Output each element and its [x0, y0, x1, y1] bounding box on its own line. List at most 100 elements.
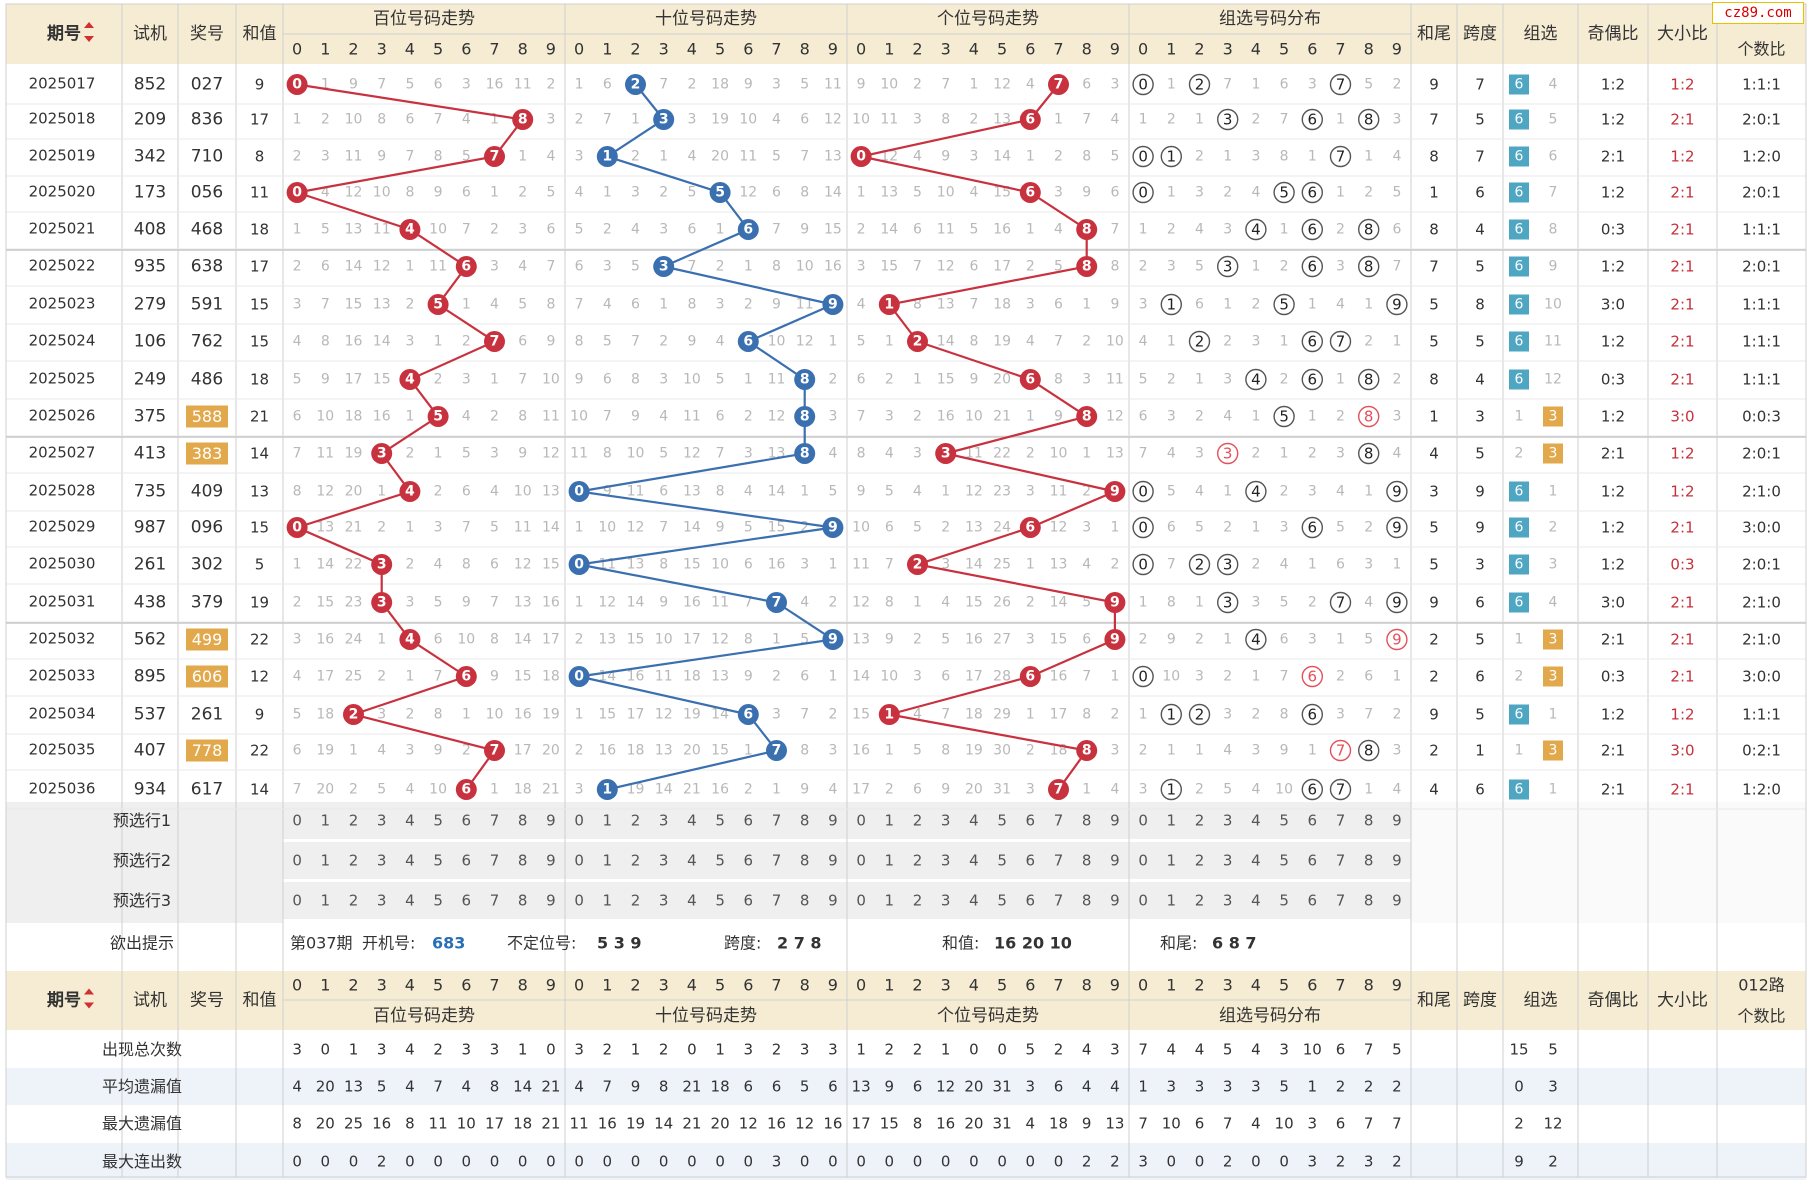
issue-cell: 2025031	[29, 593, 96, 611]
footer-header-zuxuan: 组选	[1524, 991, 1558, 1011]
trend-ball	[286, 517, 308, 538]
missing-value: 1	[1223, 484, 1232, 500]
lu-cell: 1:1:1	[1742, 76, 1781, 94]
missing-value: 5	[1280, 595, 1289, 611]
missing-value: 6	[659, 484, 668, 500]
trend-ball	[794, 406, 816, 427]
zuxuan-cell: 3	[1549, 669, 1558, 685]
footer-header-digit: 4	[687, 976, 697, 995]
header-digit: 2	[348, 40, 358, 59]
missing-value: 21	[683, 782, 701, 798]
group-digit: 7	[1336, 594, 1346, 612]
missing-value: 1	[293, 557, 302, 573]
missing-value: 4	[885, 446, 894, 462]
missing-value: 6	[716, 409, 725, 425]
missing-value: 10	[852, 112, 870, 128]
zuxuan-cell: 3	[1549, 557, 1558, 573]
hint-sum-value: 16 20 10	[994, 934, 1072, 953]
missing-value: 2	[941, 520, 950, 536]
missing-value: 1	[941, 484, 950, 500]
missing-value: 12	[796, 334, 814, 350]
span-cell: 5	[1475, 706, 1485, 724]
issue-cell: 2025035	[29, 741, 96, 759]
missing-value: 9	[434, 185, 443, 201]
missing-value: 7	[1364, 707, 1373, 723]
header-digit: 4	[687, 40, 697, 59]
group-digit-ring	[1357, 739, 1380, 762]
sum-cell: 17	[250, 258, 269, 276]
stat-value: 0	[405, 1153, 415, 1171]
stat-value: 0	[349, 1153, 359, 1171]
stat-value: 0	[1195, 1153, 1205, 1171]
missing-value: 4	[659, 409, 668, 425]
missing-value: 4	[941, 595, 950, 611]
missing-value: 11	[655, 669, 673, 685]
tail-cell: 5	[1429, 296, 1439, 314]
group-digit: 1	[1167, 706, 1177, 724]
missing-value: 1	[1195, 112, 1204, 128]
missing-value: 1	[603, 185, 612, 201]
missing-value: 12	[937, 259, 955, 275]
trend-ball	[1019, 109, 1041, 130]
missing-value: 7	[434, 112, 443, 128]
group-digit-ring	[1132, 553, 1154, 576]
stat-value: 0	[1167, 1153, 1177, 1171]
group-digit: 4	[1251, 371, 1261, 389]
lu-cell: 3:0:0	[1742, 519, 1781, 537]
stat-value: 6	[772, 1078, 782, 1096]
zuxuan-marker	[1509, 779, 1529, 800]
missing-value: 1	[1392, 669, 1401, 685]
group-digit-ring	[1245, 480, 1267, 503]
missing-value: 7	[434, 669, 443, 685]
missing-value: 3	[293, 297, 302, 313]
missing-value: 2	[1054, 149, 1063, 165]
preselect-digit: 0	[1138, 812, 1148, 830]
missing-value: 1	[1026, 409, 1035, 425]
trial-cell: 106	[134, 332, 166, 352]
sum-cell: 18	[250, 221, 269, 239]
footer-header-digit: 1	[884, 976, 894, 995]
stat-value: 0	[574, 1153, 584, 1171]
missing-value: 2	[1280, 372, 1289, 388]
missing-value: 4	[1223, 409, 1232, 425]
zuxuan-cell: 3	[1549, 446, 1558, 462]
preselect-digit: 8	[1364, 892, 1374, 910]
tail-cell: 7	[1429, 111, 1439, 129]
trend-ball	[371, 443, 393, 464]
stat-value: 0	[1279, 1153, 1289, 1171]
zuxuan-cell: 1	[1549, 782, 1558, 798]
missing-value: 7	[462, 222, 471, 238]
missing-value: 2	[1110, 557, 1119, 573]
zuxuan-cell: 3	[1549, 632, 1558, 648]
stat-value: 3	[800, 1041, 810, 1059]
trend-ball	[766, 740, 787, 761]
missing-value: 3	[1392, 743, 1401, 759]
trend-ball-label: 6	[461, 259, 471, 275]
missing-value: 19	[683, 707, 701, 723]
stat-value: 0	[603, 1153, 613, 1171]
stat-value: 0	[1026, 1153, 1036, 1171]
missing-value: 15	[627, 632, 645, 648]
preselect-digit: 7	[490, 852, 500, 870]
header-digit: 6	[461, 40, 471, 59]
stat-label: 出现总次数	[102, 1040, 182, 1059]
preselect-digit: 2	[913, 812, 923, 830]
trend-ball	[907, 554, 928, 575]
missing-value: 1	[828, 557, 837, 573]
stat-value: 4	[1026, 1115, 1036, 1133]
stat-value: 16	[767, 1115, 786, 1133]
header-digit: 8	[1364, 40, 1374, 59]
missing-value: 7	[800, 149, 809, 165]
missing-value: 7	[575, 297, 584, 313]
missing-value: 7	[631, 334, 640, 350]
trend-ball	[1076, 219, 1098, 240]
missing-value: 3	[1336, 707, 1345, 723]
missing-value: 2	[1195, 409, 1204, 425]
stat-value: 3	[1195, 1078, 1205, 1096]
missing-value: 5	[462, 446, 471, 462]
stat-value: 2	[659, 1041, 669, 1059]
missing-value: 9	[546, 334, 555, 350]
footer-header-trial: 试机	[133, 991, 167, 1011]
group-digit-ring	[1357, 368, 1380, 391]
missing-value: 21	[345, 520, 363, 536]
